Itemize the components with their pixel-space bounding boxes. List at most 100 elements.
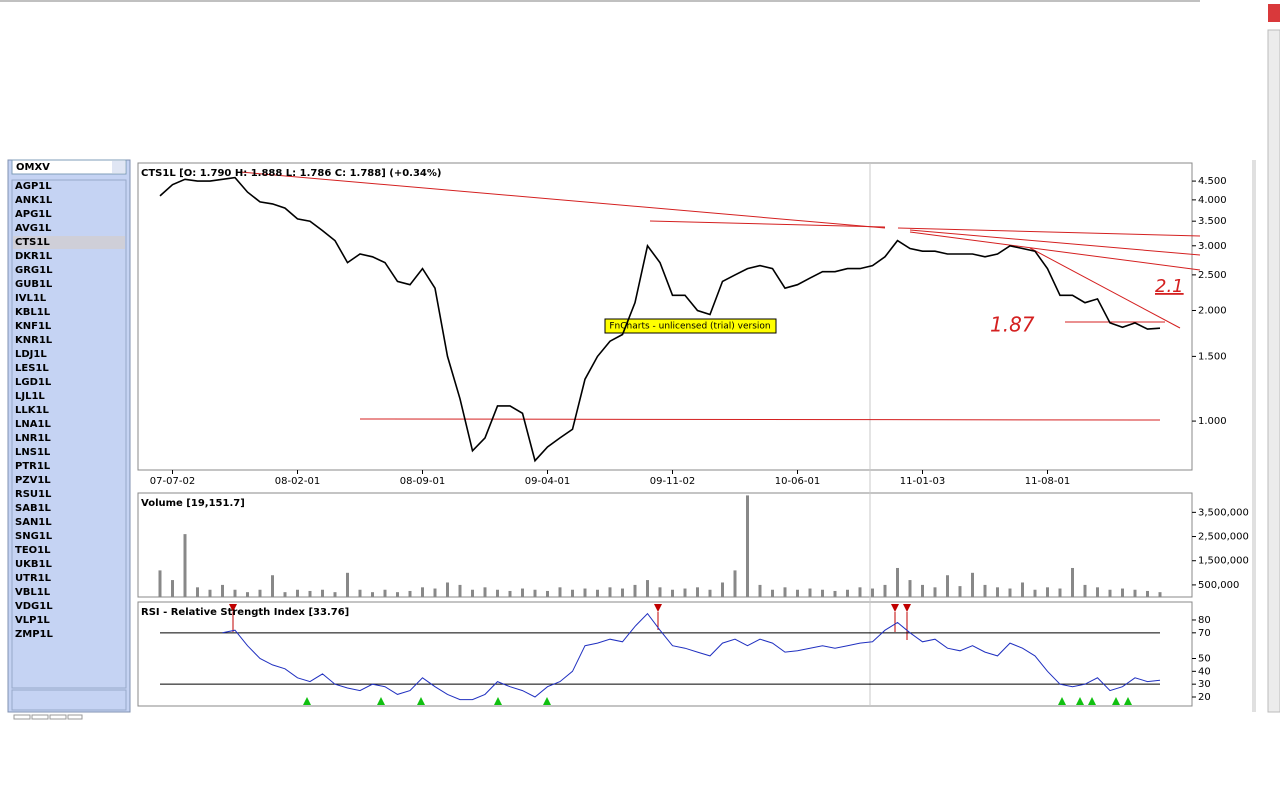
series-line	[159, 176, 1161, 463]
ticker[interactable]: LNA1L	[15, 419, 51, 430]
ticker[interactable]: TEO1L	[15, 545, 51, 556]
ticker[interactable]: RSU1L	[15, 489, 52, 500]
volume-bar	[1008, 588, 1012, 597]
volume-bar	[408, 590, 412, 597]
volume-bar	[208, 589, 212, 597]
ticker[interactable]: PTR1L	[15, 461, 51, 472]
ticker[interactable]: VDG1L	[15, 601, 53, 612]
sidebar-footer	[11, 689, 127, 711]
panel-title: RSI - Relative Strength Index [33.76]	[141, 607, 349, 618]
dropdown-value: OMXV	[16, 162, 50, 173]
volume-bar	[521, 588, 524, 597]
ticker[interactable]: LGD1L	[15, 377, 52, 388]
volume-bar	[683, 588, 687, 597]
y-tick-label: 30	[1198, 679, 1211, 690]
volume-bar	[846, 589, 849, 597]
volume-bar	[621, 588, 624, 597]
ticker[interactable]: SNG1L	[15, 531, 53, 542]
volume-panel	[137, 492, 1193, 598]
series-line	[222, 612, 1161, 701]
volume-bar	[858, 587, 862, 597]
volume-bar	[883, 584, 887, 597]
volume-bar	[233, 589, 237, 597]
buy-signals	[303, 697, 1132, 705]
ticker[interactable]: VLP1L	[15, 615, 50, 626]
volume-bar	[608, 587, 612, 597]
volume-bar	[371, 592, 374, 597]
ticker[interactable]: SAN1L	[15, 517, 52, 528]
ticker[interactable]: SAB1L	[15, 503, 52, 514]
volume-bar	[871, 588, 874, 597]
volume-bar	[546, 590, 549, 597]
annotation: 2.1	[1155, 276, 1184, 297]
volume-bar	[796, 589, 799, 597]
trend-lines	[239, 171, 1201, 421]
y-tick-label: 2.500	[1198, 270, 1227, 281]
ticker[interactable]: UKB1L	[15, 559, 52, 570]
volume-bar	[808, 588, 812, 597]
top-edge	[0, 0, 1200, 2]
ticker[interactable]: AVG1L	[15, 223, 52, 234]
volume-bar	[696, 587, 699, 597]
volume-bar	[946, 575, 949, 597]
volume-bar	[446, 582, 449, 597]
ticker[interactable]: LNR1L	[15, 433, 51, 444]
y-tick-label: 50	[1198, 653, 1211, 664]
volume-bar	[1033, 589, 1037, 597]
volume-bar	[333, 592, 337, 597]
volume-bar	[196, 587, 199, 597]
ticker[interactable]: KNF1L	[15, 321, 52, 332]
volume-bar	[246, 592, 249, 597]
ticker[interactable]: LJL1L	[15, 391, 45, 402]
volume-bar	[1146, 590, 1149, 597]
dropdown[interactable]	[11, 159, 127, 175]
ticker[interactable]: DKR1L	[15, 251, 53, 262]
watermark-box	[604, 318, 777, 334]
volume-bar	[996, 587, 999, 597]
ticker[interactable]: ANK1L	[15, 195, 53, 206]
close-button[interactable]	[1268, 4, 1280, 22]
ticker[interactable]: LLK1L	[15, 405, 49, 416]
scrollbar[interactable]	[1267, 29, 1280, 713]
ticker[interactable]: GUB1L	[15, 279, 53, 290]
ticker[interactable]: VBL1L	[15, 587, 51, 598]
ticker[interactable]: GRG1L	[15, 265, 53, 276]
ticker[interactable]: CTS1L	[15, 237, 50, 248]
ticker[interactable]: UTR1L	[15, 573, 52, 584]
volume-bar	[171, 580, 174, 597]
volume-bar	[983, 584, 987, 597]
volume-bar	[671, 589, 674, 597]
ticker[interactable]: LES1L	[15, 363, 49, 374]
selected-row	[13, 236, 125, 249]
ticker[interactable]: APG1L	[15, 209, 52, 220]
volume-bar	[483, 587, 487, 597]
volume-bar	[421, 587, 424, 597]
x-tick-label: 10-06-01	[775, 476, 820, 487]
volume-bar	[283, 592, 287, 597]
ticker[interactable]: KBL1L	[15, 307, 51, 318]
y-tick-label: 1.500	[1198, 351, 1227, 362]
volume-bar	[908, 580, 912, 597]
y-tick-label: 1,500,000	[1198, 556, 1249, 567]
ticker[interactable]: LDJ1L	[15, 349, 47, 360]
ticker[interactable]: IVL1L	[15, 293, 47, 304]
volume-bar	[833, 590, 837, 597]
volume-bar	[458, 584, 462, 597]
volume-bar	[583, 588, 587, 597]
ticker[interactable]: KNR1L	[15, 335, 53, 346]
volume-bar	[971, 572, 974, 597]
y-tick-label: 70	[1198, 628, 1211, 639]
ticker[interactable]: LNS1L	[15, 447, 51, 458]
volume-bar	[508, 590, 512, 597]
volume-bar	[271, 575, 274, 597]
volume-bar	[158, 570, 162, 597]
volume-bar	[571, 589, 574, 597]
ticker[interactable]: PZV1L	[15, 475, 51, 486]
volume-bar	[708, 589, 712, 597]
ticker[interactable]: AGP1L	[15, 181, 52, 192]
volume-bar	[1046, 587, 1049, 597]
dropdown-arrow[interactable]	[112, 161, 125, 173]
ticker[interactable]: ZMP1L	[15, 629, 53, 640]
volume-bar	[1021, 582, 1024, 597]
volume-bar	[383, 589, 387, 597]
